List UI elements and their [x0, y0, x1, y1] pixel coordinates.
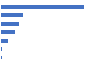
Bar — [1, 39, 8, 43]
Bar — [1, 56, 2, 59]
Bar — [1, 47, 2, 51]
Bar — [1, 22, 19, 26]
Bar — [1, 30, 15, 34]
Bar — [1, 5, 84, 9]
Bar — [1, 13, 23, 17]
